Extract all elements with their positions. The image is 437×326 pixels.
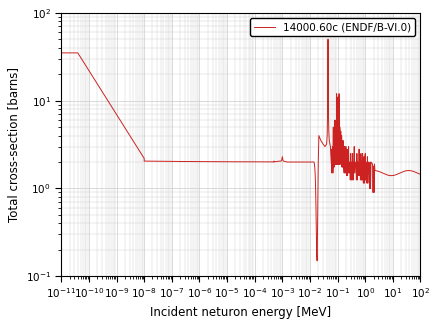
14000.60c (ENDF/B-VI.0) <box>326 37 331 41</box>
14000.60c (ENDF/B-VI.0) <box>357 160 363 164</box>
Y-axis label: Total cross-section [barns]: Total cross-section [barns] <box>7 67 20 222</box>
Line: 14000.60c (ENDF/B-VI.0): 14000.60c (ENDF/B-VI.0) <box>61 39 420 261</box>
Legend: 14000.60c (ENDF/B-VI.0): 14000.60c (ENDF/B-VI.0) <box>250 18 415 37</box>
14000.60c (ENDF/B-VI.0) <box>59 51 64 55</box>
X-axis label: Incident neturon energy [MeV]: Incident neturon energy [MeV] <box>150 306 331 319</box>
14000.60c (ENDF/B-VI.0) <box>347 160 352 164</box>
14000.60c (ENDF/B-VI.0) <box>267 160 272 164</box>
14000.60c (ENDF/B-VI.0) <box>314 259 319 263</box>
14000.60c (ENDF/B-VI.0) <box>140 155 146 158</box>
14000.60c (ENDF/B-VI.0) <box>418 172 423 176</box>
14000.60c (ENDF/B-VI.0) <box>378 170 384 174</box>
14000.60c (ENDF/B-VI.0) <box>87 69 92 73</box>
